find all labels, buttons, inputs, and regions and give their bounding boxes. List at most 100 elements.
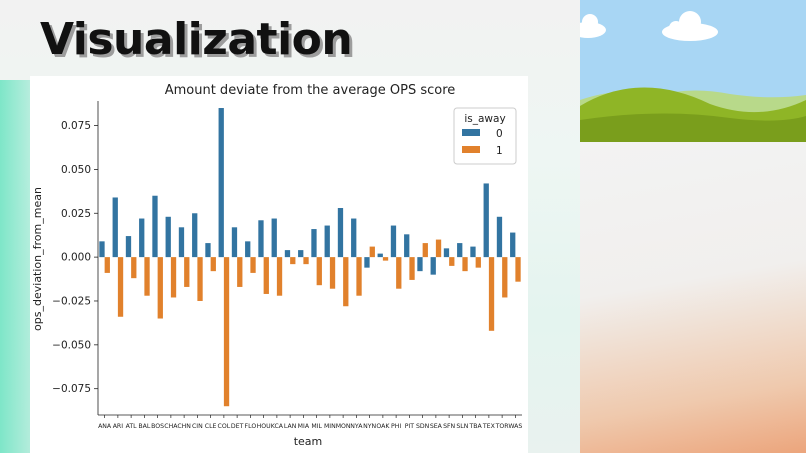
bar-sfn-series-1: [449, 257, 455, 266]
bar-oak-series-0: [377, 253, 383, 258]
bar-nyn-series-0: [364, 257, 370, 268]
bar-det-series-1: [237, 257, 243, 287]
x-tick-label-ari: ARI: [113, 423, 124, 430]
chart-legend: is_away 0 1: [453, 107, 517, 165]
y-axis-label: ops_deviation_from_mean: [31, 187, 44, 331]
bar-pit-series-0: [404, 234, 410, 258]
x-tick-label-cle: CLE: [205, 423, 217, 430]
bar-bal-series-0: [139, 218, 145, 258]
cloud-left: [580, 14, 606, 38]
bar-oak-series-1: [382, 257, 389, 261]
legend-swatch-1: [462, 146, 480, 153]
bar-flo-series-0: [245, 241, 251, 258]
bar-lan-series-1: [290, 257, 296, 265]
slide-title: Visualization: [40, 14, 353, 65]
bar-mon-series-0: [337, 208, 344, 258]
x-tick-label-bos: BOS: [151, 423, 164, 430]
x-tick-label-min: MIN: [324, 423, 336, 430]
bar-hou-series-1: [263, 257, 269, 294]
y-tick-label: 0.075: [61, 120, 91, 132]
y-tick-label: 0.025: [61, 208, 91, 220]
legend-label-0: 0: [496, 128, 503, 140]
x-tick-label-kca: KCA: [271, 423, 284, 430]
x-tick-label-sfn: SFN: [443, 423, 455, 430]
x-tick-label-sdn: SDN: [416, 423, 430, 430]
x-tick-label-phi: PHI: [391, 423, 401, 430]
bar-hou-series-0: [258, 220, 264, 258]
bar-chart: Amount deviate from the average OPS scor…: [31, 83, 522, 448]
bar-tex-series-1: [488, 257, 495, 331]
bar-cin-series-0: [192, 213, 198, 258]
bar-sln-series-0: [457, 243, 463, 258]
bar-bos-series-0: [152, 195, 158, 258]
y-tick-label: −0.050: [52, 339, 91, 351]
x-tick-label-mia: MIA: [298, 423, 310, 430]
chart-title: Amount deviate from the average OPS scor…: [165, 83, 456, 98]
x-tick-label-col: COL: [218, 423, 231, 430]
bar-was-series-0: [510, 232, 516, 258]
x-tick-label-hou: HOU: [257, 423, 271, 430]
bar-ana-series-0: [99, 241, 105, 258]
bar-nyn-series-1: [369, 246, 375, 258]
bar-nya-series-1: [356, 257, 362, 296]
bar-bos-series-1: [157, 257, 163, 319]
x-tick-label-pit: PIT: [405, 423, 415, 430]
x-axis-label: team: [294, 435, 323, 448]
bar-phi-series-1: [396, 257, 402, 289]
bar-sdn-series-0: [417, 257, 423, 272]
x-tick-label-mil: MIL: [311, 423, 322, 430]
bar-sea-series-0: [430, 257, 436, 275]
bar-chn-series-1: [184, 257, 190, 287]
bar-ari-series-0: [112, 197, 118, 258]
y-tick-label: −0.075: [52, 383, 91, 395]
bar-kca-series-0: [271, 218, 277, 258]
bar-phi-series-0: [390, 225, 397, 258]
x-tick-label-tor: TOR: [495, 423, 510, 430]
bar-col-series-0: [218, 108, 224, 258]
cloud-right: [662, 11, 718, 41]
x-tick-label-bal: BAL: [138, 423, 150, 430]
bar-flo-series-1: [250, 257, 256, 273]
bar-was-series-1: [515, 257, 521, 282]
x-tick-label-cin: CIN: [192, 423, 203, 430]
bar-sdn-series-1: [422, 243, 428, 258]
x-tick-label-tba: TBA: [468, 423, 482, 430]
x-tick-label-was: WAS: [508, 423, 522, 430]
bar-min-series-0: [324, 225, 330, 258]
y-tick-label: −0.025: [52, 295, 91, 307]
legend-title: is_away: [464, 113, 505, 125]
bar-cle-series-1: [210, 257, 216, 272]
x-tick-label-det: DET: [231, 423, 244, 430]
x-tick-label-ana: ANA: [98, 423, 112, 430]
bar-tba-series-0: [470, 246, 476, 258]
bar-mil-series-1: [316, 257, 322, 286]
x-tick-label-chn: CHN: [177, 423, 191, 430]
x-tick-label-flo: FLO: [245, 423, 257, 430]
bar-det-series-0: [231, 227, 238, 258]
bar-ari-series-1: [117, 257, 124, 317]
bar-ana-series-1: [104, 257, 110, 273]
bar-mia-series-1: [303, 257, 309, 265]
bar-mon-series-1: [343, 257, 349, 307]
bar-kca-series-1: [276, 257, 283, 296]
x-tick-label-lan: LAN: [284, 423, 297, 430]
bar-mil-series-0: [311, 229, 317, 258]
bar-tor-series-0: [496, 216, 503, 258]
legend-swatch-0: [462, 129, 480, 136]
bar-tor-series-1: [502, 257, 508, 298]
x-tick-label-tex: TEX: [482, 423, 496, 430]
bar-mia-series-0: [298, 250, 304, 258]
bar-atl-series-1: [131, 257, 137, 279]
y-tick-label: 0.000: [61, 252, 91, 264]
bar-min-series-1: [329, 257, 336, 289]
bar-sea-series-1: [435, 239, 442, 258]
bar-nya-series-0: [351, 218, 357, 258]
bar-bal-series-1: [144, 257, 150, 296]
bar-tex-series-0: [483, 183, 489, 258]
bar-chn-series-0: [178, 227, 185, 258]
bar-lan-series-0: [284, 250, 291, 258]
x-tick-label-oak: OAK: [376, 423, 390, 430]
bar-cin-series-1: [197, 257, 203, 301]
slide-background-right: [580, 140, 806, 453]
x-tick-label-nya: NYA: [350, 423, 363, 430]
